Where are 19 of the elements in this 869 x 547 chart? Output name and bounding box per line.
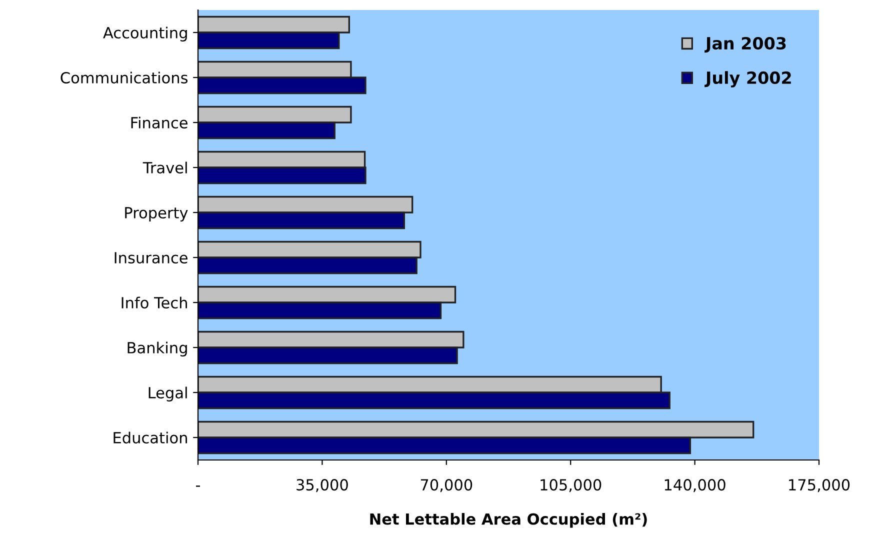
x-tick-label: 105,000 (540, 479, 602, 492)
y-tick-label: Travel (142, 162, 187, 174)
y-tick-label: Property (125, 207, 188, 222)
y-tick-label: Legal (148, 386, 187, 402)
y-tick-label: Info Tech (122, 296, 187, 309)
x-tick-label: 140,000 (664, 479, 726, 492)
x-tick-label: 35,000 (296, 479, 348, 492)
y-tick-label: Communications (60, 72, 188, 84)
y-tick-label: Finance (131, 116, 188, 129)
x-tick-label: 70,000 (420, 479, 472, 492)
x-tick-label: 175,000 (789, 479, 850, 492)
legend-label: July 2002 (704, 71, 791, 88)
legend-label: Jan 2003 (704, 36, 786, 53)
y-tick-label: Accounting (103, 26, 187, 42)
y-tick-label: Education (114, 432, 187, 444)
x-axis-title: Net Lettable Area Occupied (m²) (370, 512, 647, 528)
y-tick-label: Insurance (114, 252, 188, 264)
y-tick-label: Banking (128, 342, 187, 356)
x-tick-label: - (196, 486, 200, 487)
